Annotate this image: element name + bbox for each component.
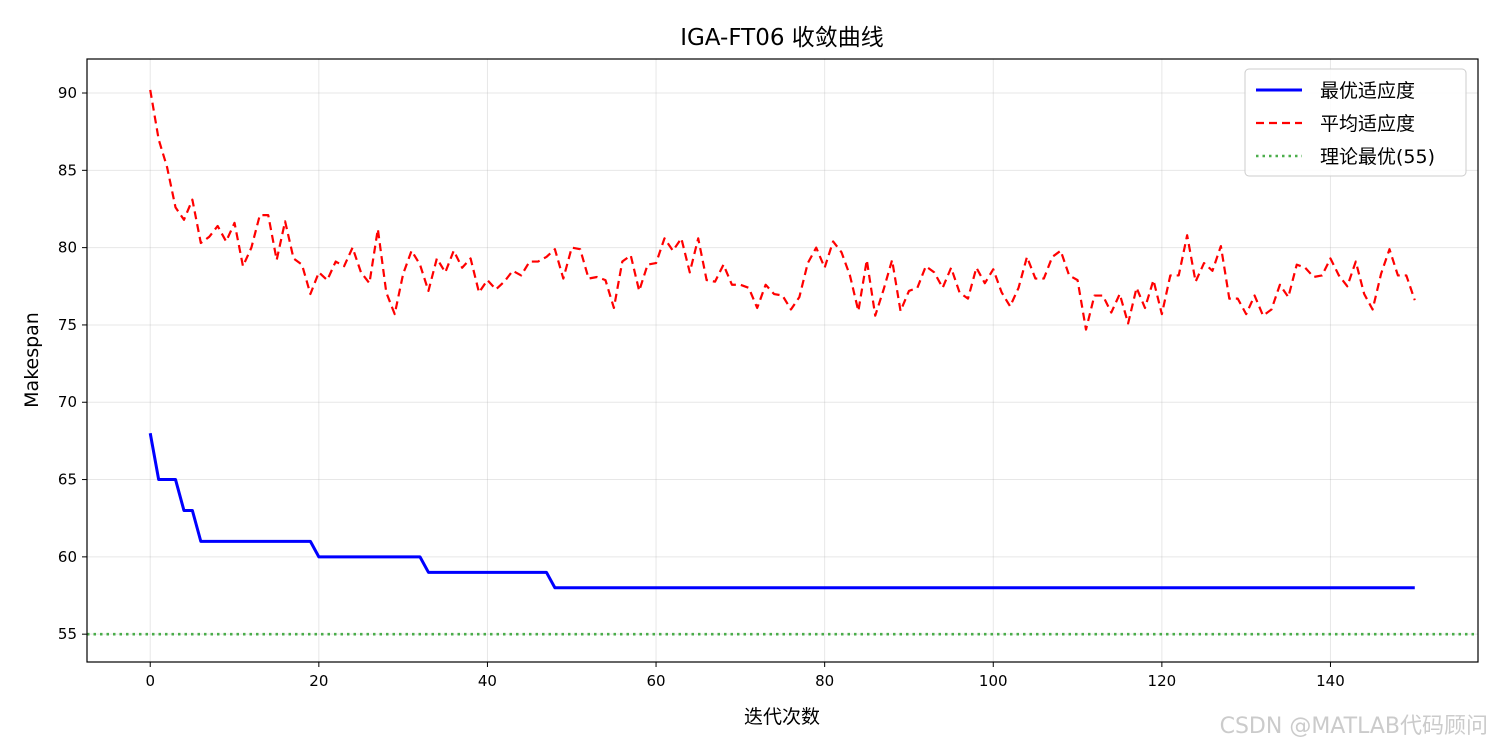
legend-box (1244, 68, 1467, 177)
legend: 最优适应度 平均适应度 理论最优(55) (1244, 68, 1467, 177)
y-tick-label: 65 (58, 471, 77, 489)
plot-frame (86, 58, 1479, 663)
x-tick-label: 120 (1148, 672, 1177, 690)
legend-label-average: 平均适应度 (1320, 113, 1415, 135)
x-tick-label: 100 (979, 672, 1008, 690)
x-tick-label: 40 (478, 672, 497, 690)
legend-label-optimum: 理论最优(55) (1320, 146, 1435, 168)
y-tick-label: 60 (58, 548, 77, 566)
y-tick-label: 85 (58, 161, 77, 179)
chart-title: IGA-FT06 收敛曲线 (680, 25, 884, 51)
x-axis-label: 迭代次数 (744, 706, 820, 728)
y-axis-ticks: 55 60 65 70 75 80 85 90 (58, 84, 87, 643)
y-tick-label: 70 (58, 393, 77, 411)
y-tick-label: 80 (58, 239, 77, 257)
x-tick-label: 80 (815, 672, 834, 690)
y-axis-label: Makespan (21, 312, 43, 408)
y-tick-label: 55 (58, 625, 77, 643)
series-layer (87, 89, 1478, 636)
series-line-best (148, 432, 1415, 590)
x-tick-label: 0 (145, 672, 155, 690)
legend-label-best: 最优适应度 (1320, 80, 1415, 102)
x-tick-label: 20 (309, 672, 328, 690)
y-tick-label: 75 (58, 316, 77, 334)
series-line-average (149, 89, 1416, 331)
x-tick-label: 60 (646, 672, 665, 690)
watermark: CSDN @MATLAB代码顾问 (1219, 714, 1488, 739)
x-tick-label: 140 (1316, 672, 1345, 690)
x-axis-ticks: 0 20 40 60 80 100 120 140 (145, 662, 1345, 690)
y-tick-label: 90 (58, 84, 77, 102)
